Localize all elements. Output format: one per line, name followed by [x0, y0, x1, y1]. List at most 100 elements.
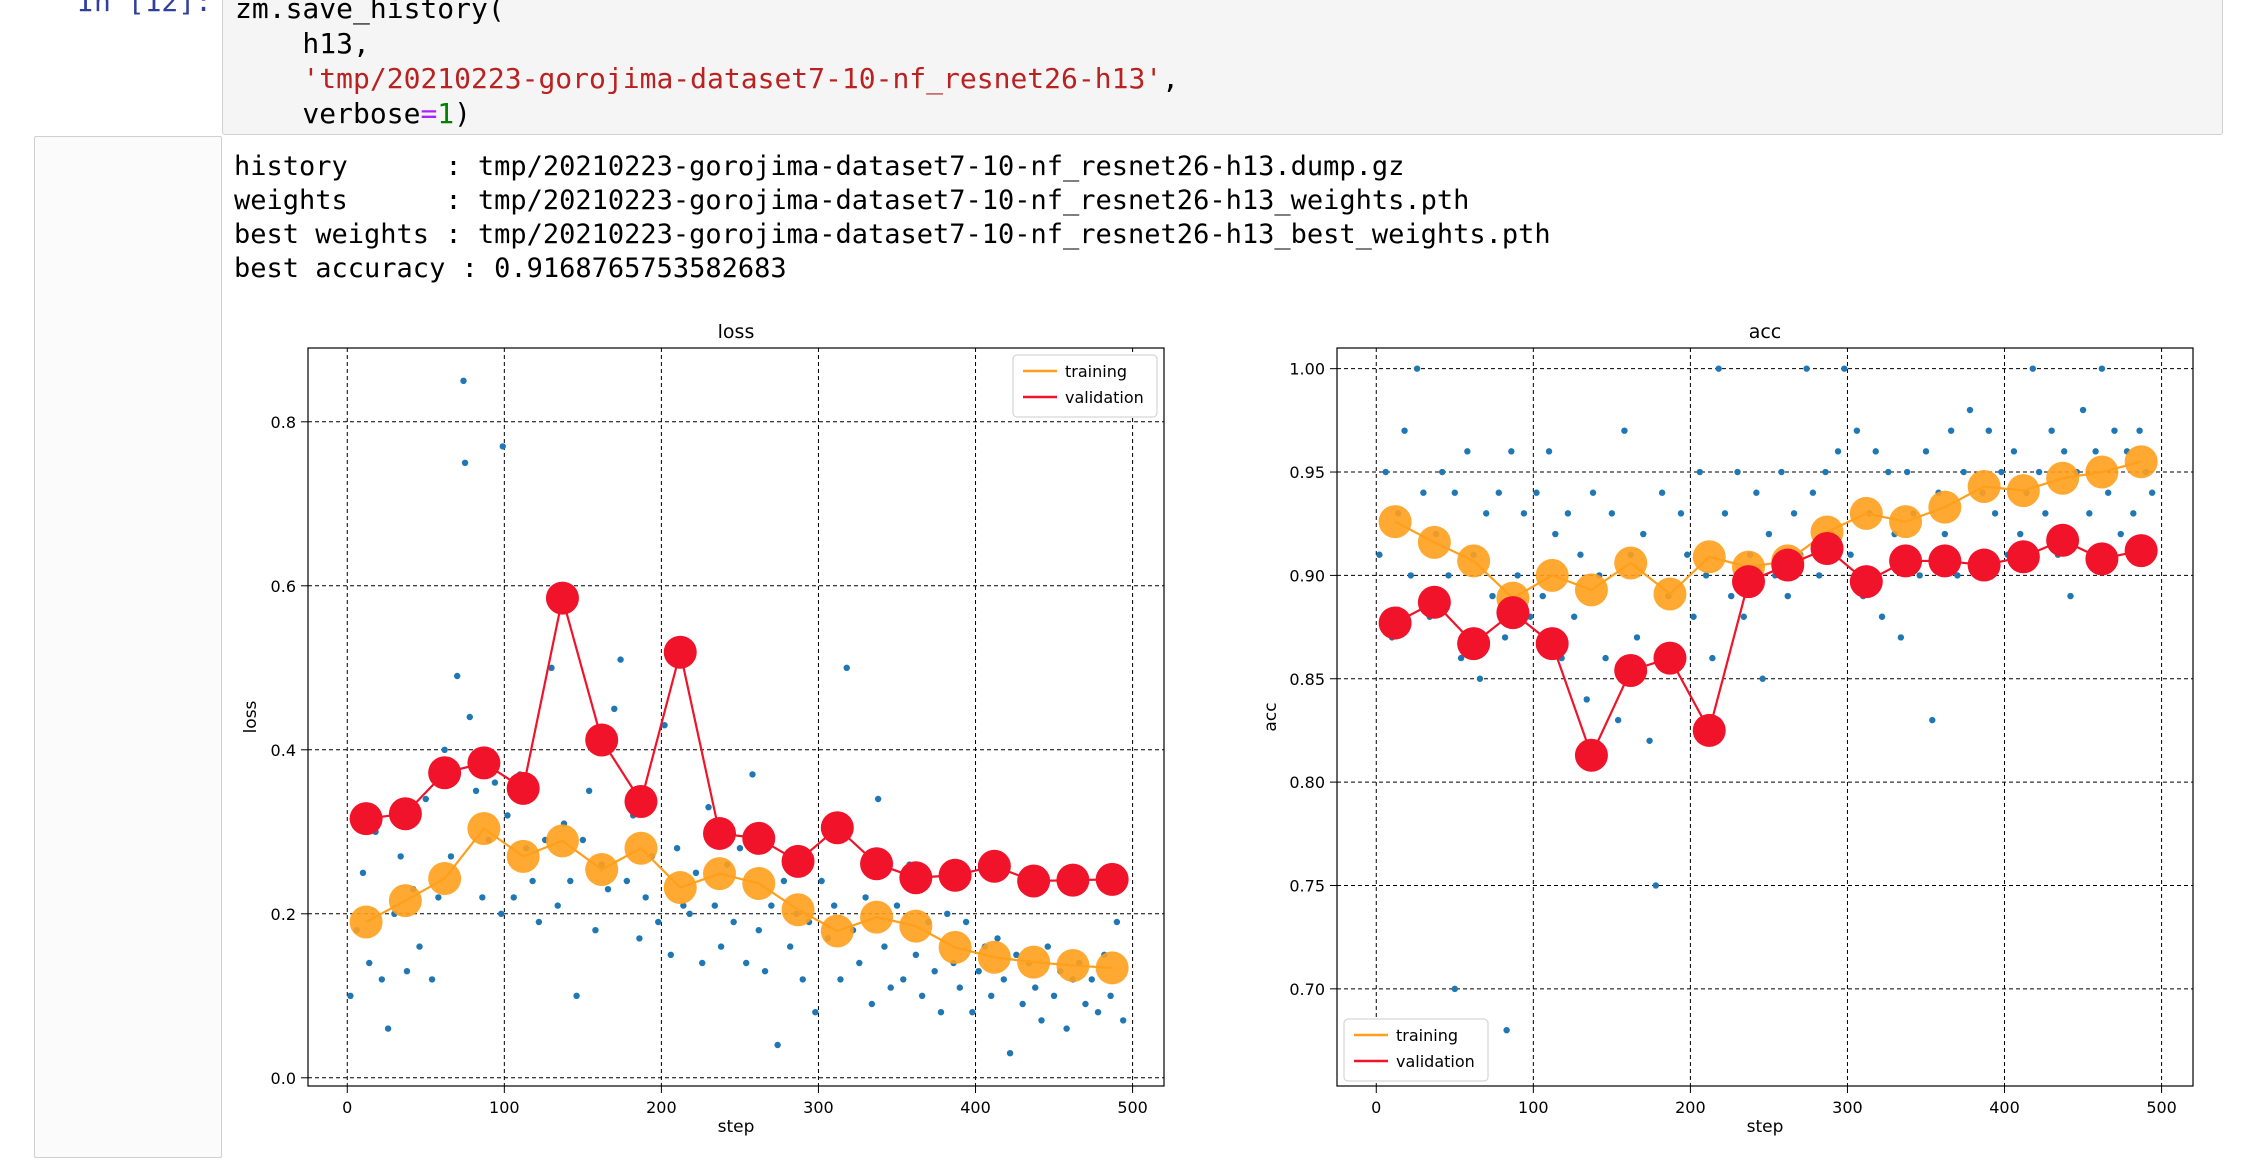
- step-point: [994, 935, 1001, 942]
- step-point: [969, 1009, 976, 1016]
- step-point: [1545, 448, 1553, 455]
- training-point: [585, 853, 619, 887]
- step-point: [1495, 489, 1502, 496]
- step-point: [461, 459, 469, 466]
- x-tick-label: 400: [1989, 1098, 2020, 1117]
- training-point: [1574, 573, 1608, 607]
- step-point: [1897, 634, 1905, 641]
- validation-point: [2085, 542, 2119, 576]
- step-point: [711, 902, 718, 909]
- step-point: [1013, 951, 1020, 958]
- step-point: [1577, 551, 1584, 558]
- step-point: [1445, 572, 1452, 579]
- training-point: [663, 871, 697, 905]
- step-point: [680, 902, 687, 909]
- step-point: [655, 918, 662, 926]
- validation-point: [781, 844, 815, 878]
- step-point: [937, 1009, 945, 1016]
- step-point: [1960, 468, 1967, 476]
- training-point: [1417, 525, 1451, 559]
- step-point: [699, 959, 706, 967]
- step-point: [843, 664, 850, 671]
- training-point: [1967, 470, 2001, 504]
- step-point: [1658, 489, 1666, 496]
- loss-x-axis-label: step: [718, 1117, 755, 1137]
- step-point: [1728, 592, 1735, 600]
- step-point: [692, 869, 700, 876]
- loss-gridlines: [308, 348, 1164, 1086]
- step-point: [397, 853, 404, 860]
- validation-point: [977, 849, 1011, 883]
- step-point: [1107, 992, 1114, 999]
- y-tick-label: 0.8: [271, 413, 296, 432]
- y-tick-label: 0.70: [1289, 980, 1325, 999]
- step-point: [2017, 530, 2024, 538]
- acc-y-ticks: 0.70 0.75 0.80 0.85 0.90 0.95 1.00: [1289, 360, 1337, 999]
- step-point: [1050, 992, 1058, 999]
- code-close-paren: ): [454, 97, 472, 130]
- step-point: [2035, 468, 2043, 476]
- step-point: [529, 877, 536, 885]
- step-point: [862, 894, 869, 901]
- validation-point: [1849, 565, 1883, 599]
- loss-chart: loss 0.0 0.2 0.4 0.6 0.8 0 100 200 300 400 500 st…: [241, 321, 1165, 1137]
- step-point: [567, 877, 574, 885]
- step-point: [1564, 510, 1572, 517]
- step-point: [1841, 365, 1848, 372]
- step-point: [2130, 510, 2137, 517]
- validation-point: [428, 756, 462, 790]
- step-point: [768, 902, 775, 909]
- step-point: [378, 976, 386, 983]
- x-tick-label: 100: [1518, 1098, 1549, 1117]
- step-point: [1822, 468, 1829, 476]
- step-point: [749, 771, 756, 778]
- step-point: [1947, 427, 1955, 434]
- step-point: [1000, 976, 1007, 983]
- x-tick-label: 400: [960, 1098, 991, 1117]
- x-tick-label: 300: [803, 1098, 834, 1117]
- validation-point: [1967, 548, 2001, 582]
- step-point: [1684, 551, 1691, 558]
- step-point: [1094, 1009, 1102, 1016]
- step-point: [1715, 365, 1722, 372]
- code-string: 'tmp/20210223-gorojima-dataset7-10-nf_re…: [302, 62, 1163, 95]
- validation-point: [467, 746, 501, 780]
- step-point: [887, 984, 894, 991]
- step-point: [705, 804, 712, 811]
- step-point: [1457, 654, 1465, 662]
- step-point: [2117, 530, 2124, 538]
- training-point: [349, 905, 383, 939]
- step-point: [730, 918, 737, 926]
- step-point: [1803, 365, 1810, 372]
- step-point: [1646, 737, 1653, 744]
- step-point: [1420, 489, 1427, 496]
- code-line: h13,: [235, 27, 370, 60]
- code-input-cell[interactable]: zm.save_history( h13, 'tmp/20210223-goro…: [222, 0, 2223, 135]
- legend-training-label: training: [1396, 1026, 1458, 1045]
- step-point: [1998, 468, 2005, 476]
- step-point: [856, 959, 863, 967]
- loss-data-marks: [347, 377, 1129, 1057]
- training-point: [899, 909, 933, 943]
- training-point: [1614, 546, 1648, 580]
- x-tick-label: 100: [489, 1098, 520, 1117]
- code-operator: =: [420, 97, 438, 130]
- training-point: [1017, 945, 1051, 979]
- step-point: [347, 992, 354, 999]
- step-point: [1677, 510, 1685, 517]
- loss-y-axis-label: loss: [241, 700, 261, 733]
- step-point: [1451, 489, 1458, 496]
- step-point: [1044, 943, 1051, 950]
- validation-point: [506, 771, 540, 805]
- step-point: [1753, 489, 1760, 496]
- output-prompt-area[interactable]: [34, 136, 222, 1158]
- step-point: [962, 918, 970, 926]
- step-point: [1570, 613, 1578, 620]
- input-prompt: In [12]:: [77, 0, 212, 18]
- x-tick-label: 500: [2146, 1098, 2177, 1117]
- step-point: [441, 746, 448, 753]
- step-point: [428, 976, 436, 983]
- training-point: [2085, 455, 2119, 489]
- loss-chart-title: loss: [718, 321, 755, 343]
- step-point: [1778, 468, 1785, 476]
